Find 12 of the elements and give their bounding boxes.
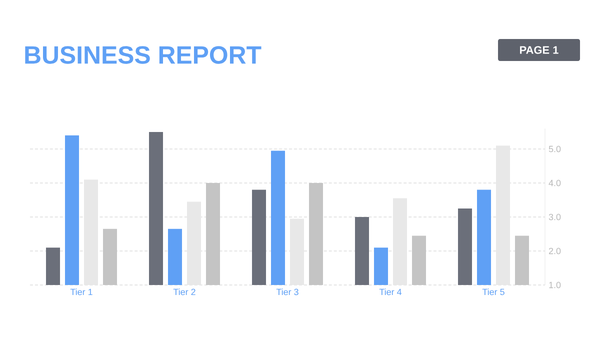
y-tick-label: 4.0 [548, 180, 561, 186]
chart-title: BUSINESS REPORT [25, 46, 262, 64]
x-tick-label: Tier 4 [379, 288, 402, 296]
x-tick-label: Tier 5 [482, 288, 504, 296]
y-tick-label: 5.0 [548, 146, 561, 152]
y-tick-label: 1.0 [549, 282, 561, 288]
x-tick-label: Tier 3 [276, 288, 298, 296]
x-tick-label: Tier 2 [173, 288, 196, 296]
text: PAGE 1 [520, 46, 558, 54]
x-tick-label: Tier 1 [70, 288, 92, 296]
y-tick-label: 2.0 [548, 248, 561, 254]
y-tick-label: 3.0 [548, 214, 561, 220]
